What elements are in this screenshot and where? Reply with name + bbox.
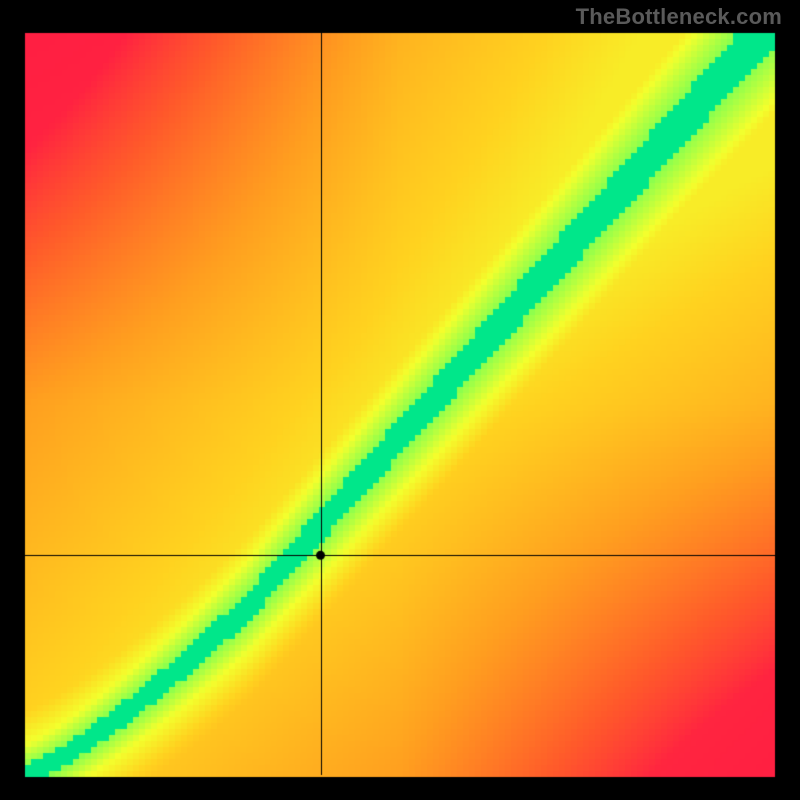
watermark-text: TheBottleneck.com xyxy=(576,4,782,30)
chart-container: TheBottleneck.com xyxy=(0,0,800,800)
bottleneck-heatmap xyxy=(0,0,800,800)
